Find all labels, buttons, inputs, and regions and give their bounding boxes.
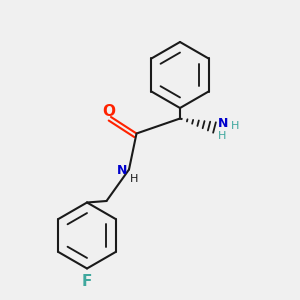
Text: H: H <box>231 121 239 131</box>
Text: H: H <box>130 173 139 184</box>
Text: N: N <box>218 117 229 130</box>
Text: N: N <box>117 164 128 178</box>
Text: O: O <box>102 104 115 119</box>
Text: F: F <box>82 274 92 290</box>
Text: H: H <box>218 131 226 141</box>
